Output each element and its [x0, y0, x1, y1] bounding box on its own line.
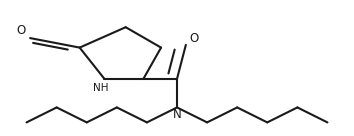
Text: O: O [189, 32, 199, 45]
Text: N: N [173, 108, 181, 121]
Text: NH: NH [93, 83, 108, 93]
Text: O: O [16, 24, 25, 37]
